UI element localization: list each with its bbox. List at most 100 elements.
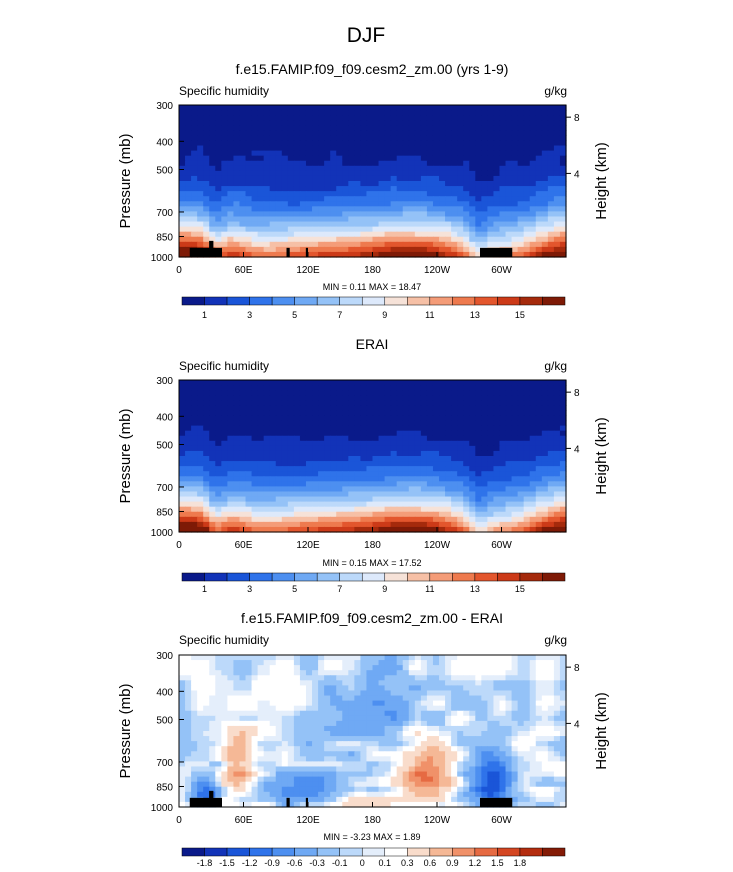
heatmap-cell: [402, 165, 410, 172]
heatmap-cell: [245, 660, 253, 666]
heatmap-cell: [233, 700, 241, 707]
heatmap-cell: [505, 660, 513, 666]
heatmap-cell: [342, 680, 349, 686]
heatmap-cell: [523, 231, 531, 238]
heatmap-cell: [420, 725, 428, 732]
heatmap-cell: [481, 715, 488, 722]
heatmap-cell: [233, 466, 241, 472]
heatmap-cell: [179, 120, 186, 126]
heatmap-cell: [511, 415, 519, 422]
heatmap-cell: [372, 471, 380, 477]
heatmap-cell: [487, 445, 495, 452]
heatmap-cell: [203, 196, 210, 202]
heatmap-cell: [263, 496, 271, 503]
heatmap-cell: [185, 170, 192, 177]
heatmap-cell: [439, 481, 446, 487]
heatmap-cell: [342, 425, 349, 432]
heatmap-cell: [287, 430, 295, 437]
heatmap-cell: [330, 491, 337, 498]
heatmap-cell: [366, 150, 374, 157]
heatmap-cell: [275, 710, 283, 717]
heatmap-cell: [493, 690, 501, 697]
heatmap-cell: [269, 425, 277, 432]
heatmap-cell: [287, 170, 295, 177]
heatmap-cell: [185, 695, 192, 702]
heatmap-cell: [179, 155, 186, 162]
heatmap-cell: [360, 170, 368, 177]
heatmap-cell: [553, 191, 561, 197]
heatmap-cell: [336, 695, 343, 702]
heatmap-cell: [185, 115, 192, 121]
heatmap-cell: [245, 430, 253, 437]
heatmap-cell: [245, 125, 253, 131]
heatmap-cell: [499, 170, 507, 177]
heatmap-cell: [209, 491, 216, 498]
heatmap-cell: [469, 170, 476, 177]
heatmap-cell: [239, 695, 247, 702]
heatmap-cell: [499, 140, 507, 147]
heatmap-cell: [245, 120, 253, 126]
heatmap-cell: [481, 140, 488, 147]
heatmap-cell: [547, 685, 555, 692]
heatmap-cell: [499, 725, 507, 732]
heatmap-cell: [203, 456, 210, 462]
heatmap-cell: [191, 695, 198, 702]
x-tick-label: 180: [364, 540, 381, 551]
heatmap-cell: [215, 201, 222, 207]
heatmap-cell: [426, 206, 434, 212]
heatmap-cell: [445, 486, 452, 493]
heatmap-cell: [457, 130, 464, 136]
heatmap-cell: [287, 450, 295, 457]
heatmap-cell: [287, 680, 295, 686]
heatmap-cell: [185, 521, 192, 528]
heatmap-cell: [439, 155, 446, 162]
heatmap-cell: [221, 501, 228, 508]
heatmap-cell: [384, 420, 392, 427]
heatmap-cell: [439, 690, 446, 697]
heatmap-cell: [221, 145, 228, 152]
heatmap-cell: [342, 435, 349, 442]
heatmap-cell: [251, 435, 259, 442]
heatmap-cell: [529, 690, 537, 697]
heatmap-cell: [299, 710, 307, 717]
heatmap-cell: [402, 445, 410, 452]
heatmap-cell: [505, 526, 513, 533]
heatmap-cell: [281, 135, 289, 142]
heatmap-cell: [529, 181, 537, 187]
heatmap-cell: [463, 410, 470, 417]
heatmap-cell: [426, 700, 434, 707]
heatmap-cell: [463, 125, 470, 131]
heatmap-cell: [553, 705, 561, 712]
heatmap-cell: [305, 501, 313, 508]
heatmap-cell: [481, 145, 488, 152]
heatmap-cell: [318, 720, 325, 727]
heatmap-cell: [360, 725, 368, 732]
heatmap-cell: [233, 430, 241, 437]
heatmap-cell: [275, 196, 283, 202]
heatmap-cell: [499, 150, 507, 157]
heatmap-cell: [457, 415, 464, 422]
heatmap-cell: [191, 731, 198, 737]
heatmap-cell: [269, 400, 277, 406]
heatmap-cell: [541, 246, 549, 253]
heatmap-cell: [451, 196, 458, 202]
heatmap-cell: [330, 715, 337, 722]
heatmap-cell: [457, 690, 464, 697]
heatmap-cell: [227, 731, 235, 737]
heatmap-cell: [324, 435, 331, 442]
panel-1-stats: MIN = 0.11 MAX = 18.47: [323, 282, 421, 292]
heatmap-cell: [263, 476, 271, 482]
heatmap-cell: [293, 526, 301, 533]
heatmap-cell: [354, 670, 362, 676]
heatmap-cell: [312, 105, 319, 111]
heatmap-cell: [517, 710, 525, 717]
heatmap-cell: [281, 486, 289, 493]
heatmap-cell: [426, 135, 434, 142]
heatmap-cell: [299, 196, 307, 202]
heatmap-cell: [535, 115, 543, 121]
heatmap-cell: [312, 486, 319, 493]
heatmap-cell: [541, 471, 549, 477]
heatmap-cell: [493, 675, 501, 681]
heatmap-cell: [487, 160, 495, 167]
heatmap-cell: [366, 135, 374, 142]
